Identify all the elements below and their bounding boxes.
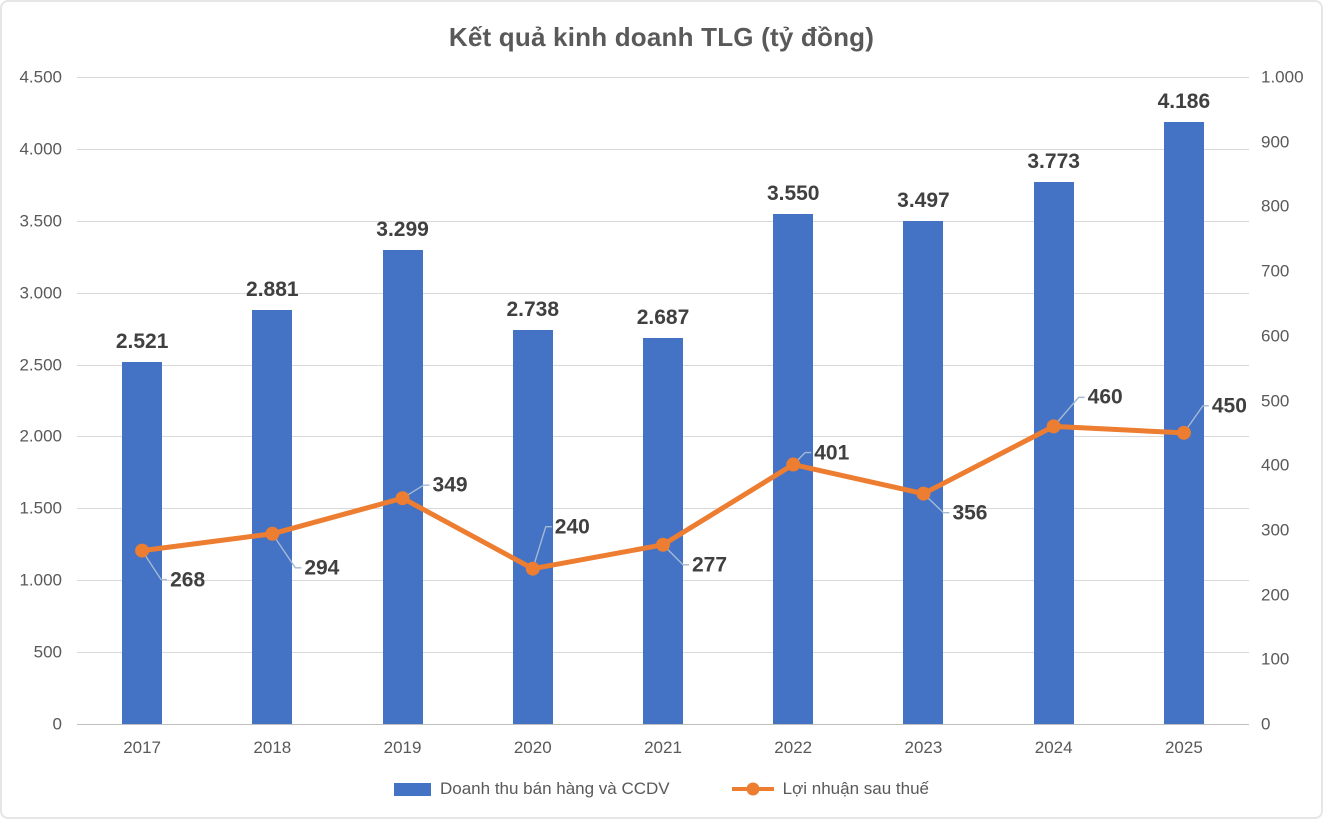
revenue-series-swatch	[394, 782, 431, 796]
legend: Doanh thu bán hàng và CCDV Lợi nhuận sau…	[2, 779, 1321, 799]
line-label-2021: 277	[692, 553, 728, 577]
x-axis-label-2019: 2019	[383, 738, 422, 757]
bar-2022	[773, 213, 814, 724]
bar-label-2022: 3.550	[766, 181, 820, 205]
right-axis-tick: 1.000	[1261, 67, 1304, 87]
gridline	[77, 292, 1249, 294]
bar-2024	[1033, 181, 1074, 724]
line-swatch-dot	[746, 782, 760, 796]
legend-label-profit: Lợi nhuận sau thuế	[782, 779, 929, 798]
line-label-2017: 268	[170, 568, 206, 592]
line-label-2022: 401	[814, 441, 850, 465]
right-axis-tick: 200	[1261, 585, 1290, 605]
right-axis-tick: 100	[1261, 649, 1290, 669]
legend-item-profit: Lợi nhuận sau thuế	[731, 779, 929, 799]
line-label-2025: 450	[1211, 394, 1247, 418]
line-label-2018: 294	[304, 556, 340, 580]
legend-label-revenue: Doanh thu bán hàng và CCDV	[440, 779, 670, 798]
line-label-2019: 349	[432, 473, 468, 497]
bar-label-2024: 3.773	[1027, 149, 1080, 173]
x-axis-line	[77, 724, 1249, 725]
right-axis-tick: 700	[1261, 261, 1290, 281]
left-axis-tick: 4.500	[19, 67, 62, 87]
left-axis-tick: 3.500	[19, 211, 62, 231]
bar-2019	[382, 249, 423, 724]
bar-2025	[1163, 122, 1204, 724]
x-axis-label-2024: 2024	[1034, 738, 1073, 757]
bar-label-2018: 2.881	[246, 277, 299, 301]
right-axis-tick: 300	[1261, 520, 1290, 540]
gridline	[77, 148, 1249, 150]
line-label-2023: 356	[952, 501, 988, 525]
right-axis-tick: 0	[1261, 714, 1271, 734]
left-axis-tick: 2.000	[19, 426, 62, 446]
x-axis-label-2022: 2022	[774, 738, 813, 757]
x-axis-label-2018: 2018	[253, 738, 292, 757]
right-axis-tick: 800	[1261, 196, 1290, 216]
bar-2021	[643, 337, 683, 724]
profit-series-swatch	[731, 782, 774, 796]
line-label-2020: 240	[554, 515, 590, 539]
left-axis-tick: 1.000	[19, 570, 62, 590]
bar-2023	[903, 221, 944, 724]
chart-title: Kết quả kinh doanh TLG (tỷ đồng)	[448, 22, 875, 52]
bar-label-2019: 3.299	[376, 217, 429, 241]
bar-label-2017: 2.521	[115, 329, 169, 353]
right-axis-tick: 400	[1261, 455, 1290, 475]
right-axis-tick: 500	[1261, 391, 1290, 410]
left-axis-tick: 2.500	[19, 355, 62, 375]
x-axis-label-2017: 2017	[123, 738, 162, 757]
bar-2017	[122, 361, 163, 724]
bar-label-2021: 2.687	[636, 305, 690, 329]
right-axis-tick: 600	[1261, 326, 1290, 346]
x-axis-label-2021: 2021	[644, 738, 682, 757]
bar-label-2020: 2.738	[506, 298, 560, 322]
x-axis-label-2025: 2025	[1164, 738, 1203, 757]
bar-label-2025: 4.186	[1157, 90, 1211, 114]
x-axis-label-2020: 2020	[513, 738, 552, 757]
line-label-2024: 460	[1087, 385, 1123, 409]
bar-2020	[512, 330, 553, 724]
right-axis-tick: 900	[1261, 132, 1290, 152]
legend-item-revenue: Doanh thu bán hàng và CCDV	[394, 779, 670, 799]
gridline	[77, 220, 1249, 222]
left-axis-tick: 4.000	[19, 139, 62, 159]
left-axis-tick: 1.500	[19, 498, 62, 518]
x-axis-label-2023: 2023	[904, 738, 943, 757]
gridline	[77, 77, 1249, 78]
left-axis-tick: 0	[52, 714, 62, 734]
left-axis-tick: 500	[33, 642, 62, 662]
left-axis-tick: 3.000	[19, 283, 62, 303]
bar-2018	[252, 309, 293, 724]
bar-label-2023: 3.497	[897, 189, 950, 213]
